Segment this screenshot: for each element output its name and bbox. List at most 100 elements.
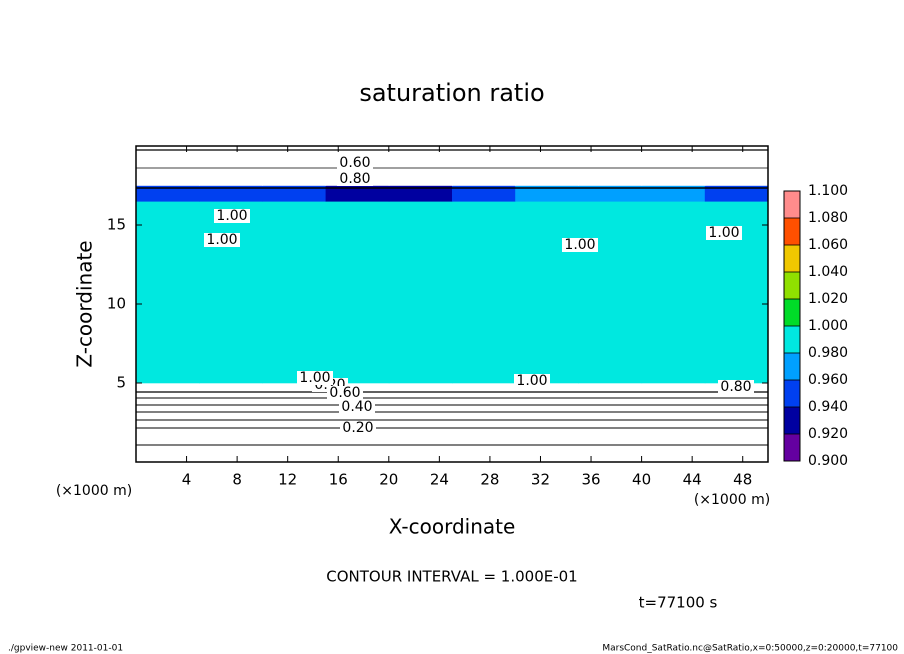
- x-tick-label: 20: [379, 471, 398, 489]
- heat-cell: [199, 383, 263, 463]
- colorbar-label: 1.060: [808, 237, 848, 253]
- colorbar-swatch: [784, 191, 800, 218]
- colorbar-label: 0.900: [808, 453, 848, 469]
- y-axis-label: Z-coordinate: [73, 240, 97, 367]
- heat-cell: [388, 201, 453, 384]
- heat-cell: [262, 383, 327, 463]
- x-tick-label: 8: [232, 471, 242, 489]
- y-tick-label: 10: [107, 295, 126, 313]
- x-tick-label: 48: [733, 471, 752, 489]
- heat-cell: [641, 146, 706, 186]
- contour-label-bg: [214, 209, 250, 223]
- x-tick-label: 32: [531, 471, 550, 489]
- heat-cell: [578, 383, 643, 463]
- colorbar-swatch: [784, 407, 800, 434]
- heat-cell: [262, 185, 327, 202]
- contour-label: 0.80: [339, 171, 370, 187]
- contour-label-bg: [204, 233, 240, 247]
- heat-cell: [388, 185, 453, 202]
- heat-cell: [515, 201, 579, 384]
- contour-label-bg: [327, 386, 363, 400]
- contour-interval: CONTOUR INTERVAL = 1.000E-01: [326, 568, 577, 586]
- contour-label: 0.40: [341, 399, 372, 415]
- colorbar-label: 1.100: [808, 183, 848, 199]
- heat-cell: [704, 185, 769, 202]
- colorbar-label: 1.020: [808, 291, 848, 307]
- heat-cell: [641, 185, 706, 202]
- heat-cell: [199, 146, 263, 186]
- y-tick-label: 5: [116, 374, 126, 392]
- contour-label-bg: [514, 374, 550, 388]
- colorbar-label: 1.080: [808, 210, 848, 226]
- colorbar-label: 0.940: [808, 399, 848, 415]
- heat-cell: [641, 383, 706, 463]
- heat-cell: [136, 146, 200, 186]
- colorbar-swatch: [784, 272, 800, 299]
- heat-cell: [515, 185, 579, 202]
- heat-cell: [452, 201, 516, 384]
- contour-label-bg: [706, 226, 742, 240]
- heat-cell: [199, 201, 263, 384]
- contour-label-bg: [340, 421, 376, 435]
- contour-label: 1.00: [206, 232, 237, 248]
- colorbar-swatch: [784, 353, 800, 380]
- heat-cell: [578, 146, 643, 186]
- heat-cell: [578, 201, 643, 384]
- heat-cell: [199, 185, 263, 202]
- contour-label: 1.00: [516, 373, 547, 389]
- colorbar-swatch: [784, 218, 800, 245]
- heat-cell: [452, 383, 516, 463]
- contour-label: 1.00: [564, 237, 595, 253]
- x-tick-label: 24: [430, 471, 449, 489]
- contour-label: 0.60: [339, 155, 370, 171]
- contour-label-bg: [337, 172, 373, 186]
- heat-cell: [325, 185, 390, 202]
- y-unit: (×1000 m): [56, 483, 132, 499]
- heat-cell: [136, 185, 200, 202]
- chart-title: saturation ratio: [359, 79, 544, 107]
- colorbar-label: 0.920: [808, 426, 848, 442]
- x-tick-label: 28: [480, 471, 499, 489]
- colorbar-label: 0.980: [808, 345, 848, 361]
- colorbar-frame: [783, 190, 801, 462]
- heat-cell: [262, 146, 327, 186]
- contour-label-bg: [297, 371, 333, 385]
- heat-cell: [515, 383, 579, 463]
- x-axis-label: X-coordinate: [389, 515, 516, 539]
- contour-label: 0.20: [342, 420, 373, 436]
- colorbar-swatch: [784, 299, 800, 326]
- contour-label-bg: [718, 380, 754, 394]
- x-tick-label: 12: [278, 471, 297, 489]
- colorbar-label: 1.000: [808, 318, 848, 334]
- heat-cell: [578, 185, 643, 202]
- y-tick-label: 15: [107, 216, 126, 234]
- heat-cell: [704, 383, 769, 463]
- x-tick-label: 4: [182, 471, 192, 489]
- contour-label: 1.00: [216, 208, 247, 224]
- colorbar-swatch: [784, 380, 800, 407]
- heat-cell: [388, 383, 453, 463]
- contour-label: 0.60: [329, 385, 360, 401]
- heat-cell: [262, 201, 327, 384]
- heat-cell: [704, 146, 769, 186]
- heat-cell: [641, 201, 706, 384]
- heat-cell: [136, 201, 200, 384]
- heat-cell: [325, 201, 390, 384]
- heat-cell: [388, 146, 453, 186]
- contour-label: 1.00: [299, 370, 330, 386]
- x-unit: (×1000 m): [694, 492, 770, 508]
- colorbar-label: 1.040: [808, 264, 848, 280]
- colorbar-swatch: [784, 326, 800, 353]
- x-tick-label: 40: [632, 471, 651, 489]
- contour-label-bg: [339, 400, 375, 414]
- footer-left: ./gpview-new 2011-01-01: [8, 644, 123, 654]
- colorbar-label: 0.960: [808, 372, 848, 388]
- time-label: t=77100 s: [639, 594, 718, 612]
- contour-label-bg: [562, 238, 598, 252]
- contour-label-bg: [337, 156, 373, 170]
- contour-label: 1.00: [708, 225, 739, 241]
- footer-right: MarsCond_SatRatio.nc@SatRatio,x=0:50000,…: [602, 644, 898, 654]
- heat-cell: [136, 383, 200, 463]
- heat-cell: [515, 146, 579, 186]
